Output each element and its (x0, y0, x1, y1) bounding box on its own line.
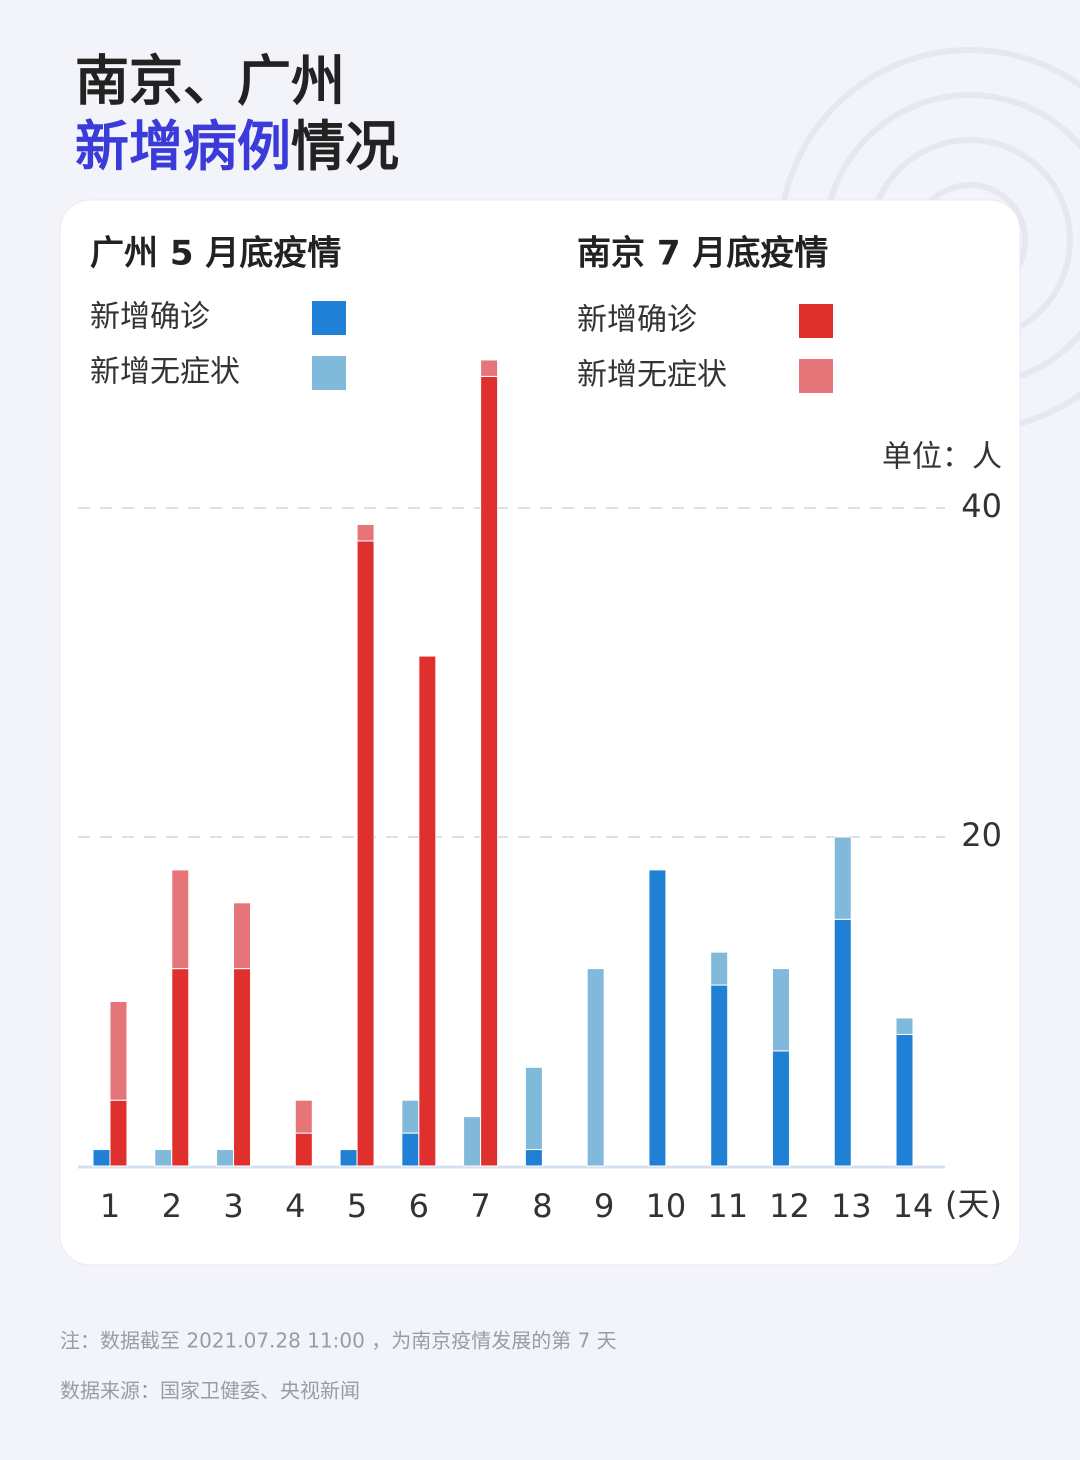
bar-segment (771, 1050, 790, 1167)
x-tick-label: 8 (532, 1187, 552, 1225)
legend-swatch (799, 359, 833, 393)
bar-segment (216, 1149, 235, 1167)
x-tick-label: 6 (409, 1187, 429, 1225)
title: 南京、广州 (75, 50, 345, 113)
bar-segment (833, 918, 852, 1167)
x-tick-label: 13 (831, 1187, 872, 1225)
x-tick-label: 10 (646, 1187, 687, 1225)
subtitle-rest: 情况 (291, 115, 399, 178)
x-tick-label: 1 (100, 1187, 120, 1225)
subtitle-highlight: 新增病例 (75, 115, 291, 178)
y-tick-label: 40 (961, 487, 1002, 525)
bar-segment (401, 1132, 420, 1167)
bar-segment (480, 359, 499, 377)
bar-segment (294, 1132, 313, 1167)
bar-segment (833, 836, 852, 920)
unit-label: 单位：人 (882, 440, 1002, 475)
bar-segment (171, 869, 190, 970)
note: 注：数据截至 2021.07.28 11:00 ，为南京疫情发展的第 7 天 (60, 1329, 617, 1353)
bar-segment (710, 984, 729, 1167)
bar-segment (109, 1099, 128, 1167)
bar-segment (771, 968, 790, 1052)
bar-segment (154, 1149, 173, 1167)
legend-label: 新增确诊 (577, 303, 697, 338)
legend-swatch (312, 301, 346, 335)
legend-swatch (799, 304, 833, 338)
bar-segment (92, 1149, 111, 1167)
bar-segment (524, 1066, 543, 1151)
bar-segment (171, 968, 190, 1167)
x-tick-label: 11 (707, 1187, 748, 1225)
x-tick-label: 2 (162, 1187, 182, 1225)
x-tick-label: 7 (470, 1187, 490, 1225)
bar-segment (480, 375, 499, 1167)
bar-segment (586, 968, 605, 1167)
subtitle: 新增病例情况 (75, 115, 399, 178)
bar-segment (109, 1001, 128, 1101)
legend-title: 南京 7 月底疫情 (577, 234, 828, 274)
bar-segment (648, 869, 667, 1167)
bar-segment (356, 540, 375, 1167)
x-tick-label: 12 (769, 1187, 810, 1225)
legend-label: 新增确诊 (90, 300, 210, 335)
bar-segment (710, 951, 729, 986)
legend-label: 新增无症状 (577, 358, 727, 393)
bar-segment (418, 655, 437, 1167)
bar-segment (463, 1116, 482, 1167)
y-tick-label: 20 (961, 816, 1002, 854)
note: 数据来源：国家卫健委、央视新闻 (60, 1379, 360, 1403)
bar-segment (895, 1033, 914, 1167)
x-tick-label: 3 (223, 1187, 243, 1225)
legend-swatch (312, 356, 346, 390)
bar-segment (339, 1149, 358, 1167)
legend-label: 新增无症状 (90, 355, 240, 390)
x-tick-label: 9 (594, 1187, 614, 1225)
x-tick-label: 5 (347, 1187, 367, 1225)
bar-segment (356, 523, 375, 542)
x-tick-label: 14 (893, 1187, 934, 1225)
legend-title: 广州 5 月底疫情 (90, 234, 341, 274)
x-tick-label: 4 (285, 1187, 305, 1225)
bar-segment (233, 968, 252, 1167)
bar-segment (524, 1149, 543, 1167)
bar-segment (895, 1017, 914, 1035)
bar-segment (401, 1099, 420, 1134)
x-unit: (天) (945, 1185, 1002, 1223)
bar-segment (233, 902, 252, 970)
bar-segment (294, 1099, 313, 1134)
